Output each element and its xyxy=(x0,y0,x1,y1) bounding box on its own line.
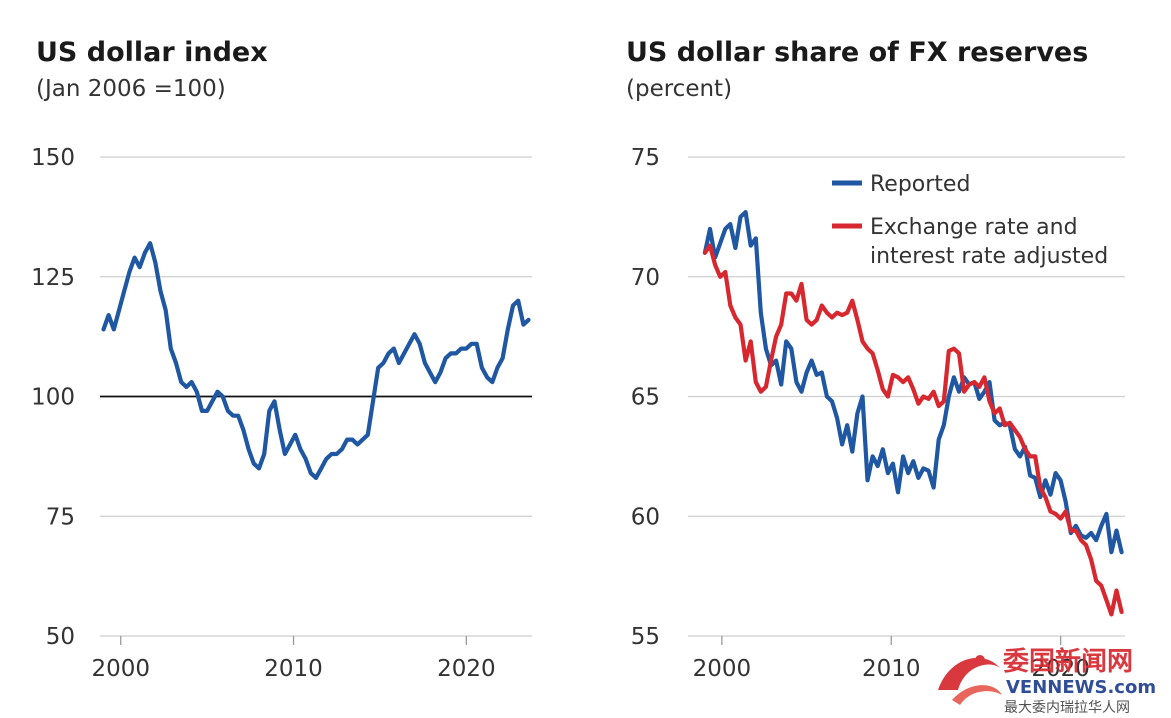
left-chart-title: US dollar index xyxy=(36,37,268,68)
right-chart-title: US dollar share of FX reserves xyxy=(626,37,1088,68)
left-x-tick-label: 2020 xyxy=(437,656,496,682)
right-series-group xyxy=(702,210,1124,617)
right-y-tick-label: 75 xyxy=(631,145,660,171)
left-series-group xyxy=(101,241,531,480)
watermark-cn-sub: 最大委内瑞拉华人网 xyxy=(1004,700,1130,716)
right-y-tick-label: 65 xyxy=(631,385,660,411)
right-y-axis: 55 60 65 70 75 xyxy=(631,145,660,650)
legend-label-adjusted-line1: Exchange rate and xyxy=(870,215,1078,240)
left-chart-subtitle: (Jan 2006 =100) xyxy=(36,76,226,102)
watermark-cn-title: 委国新闻网 xyxy=(1003,646,1133,677)
left-x-axis: 2000 2010 2020 xyxy=(91,636,496,682)
left-y-tick-label: 150 xyxy=(31,145,75,171)
right-x-tick-label: 2000 xyxy=(693,656,752,682)
watermark-logo-icon xyxy=(938,655,1002,705)
right-series-line-0 xyxy=(702,210,1124,555)
left-y-axis: 50 75 100 125 150 xyxy=(31,145,75,650)
right-gridlines xyxy=(688,156,1125,637)
right-series-line-1 xyxy=(702,243,1124,617)
right-chart: US dollar share of FX reserves (percent)… xyxy=(626,37,1125,682)
right-x-tick-label: 2020 xyxy=(1031,656,1090,682)
legend-label-reported: Reported xyxy=(870,172,970,197)
right-chart-subtitle: (percent) xyxy=(626,76,732,102)
left-y-tick-label: 100 xyxy=(31,385,75,411)
right-y-tick-label: 70 xyxy=(631,265,660,291)
left-series-line-0 xyxy=(101,241,531,480)
right-y-tick-label: 60 xyxy=(631,504,660,530)
watermark-en: VENNEWS.com xyxy=(1006,677,1156,698)
right-y-tick-label: 55 xyxy=(631,624,660,650)
left-y-tick-label: 75 xyxy=(46,504,75,530)
watermark: 委国新闻网 VENNEWS.com 最大委内瑞拉华人网 xyxy=(938,646,1156,716)
right-x-tick-label: 2010 xyxy=(862,656,921,682)
left-y-tick-label: 50 xyxy=(46,624,75,650)
left-x-tick-label: 2010 xyxy=(264,656,323,682)
right-x-axis: 2000 2010 2020 xyxy=(693,636,1090,682)
legend: Reported Exchange rate and interest rate… xyxy=(832,172,1108,269)
left-y-tick-label: 125 xyxy=(31,265,75,291)
left-chart: US dollar index (Jan 2006 =100) 50 75 100 1… xyxy=(31,37,532,682)
left-x-tick-label: 2000 xyxy=(91,656,150,682)
legend-label-adjusted-line2: interest rate adjusted xyxy=(870,244,1108,269)
